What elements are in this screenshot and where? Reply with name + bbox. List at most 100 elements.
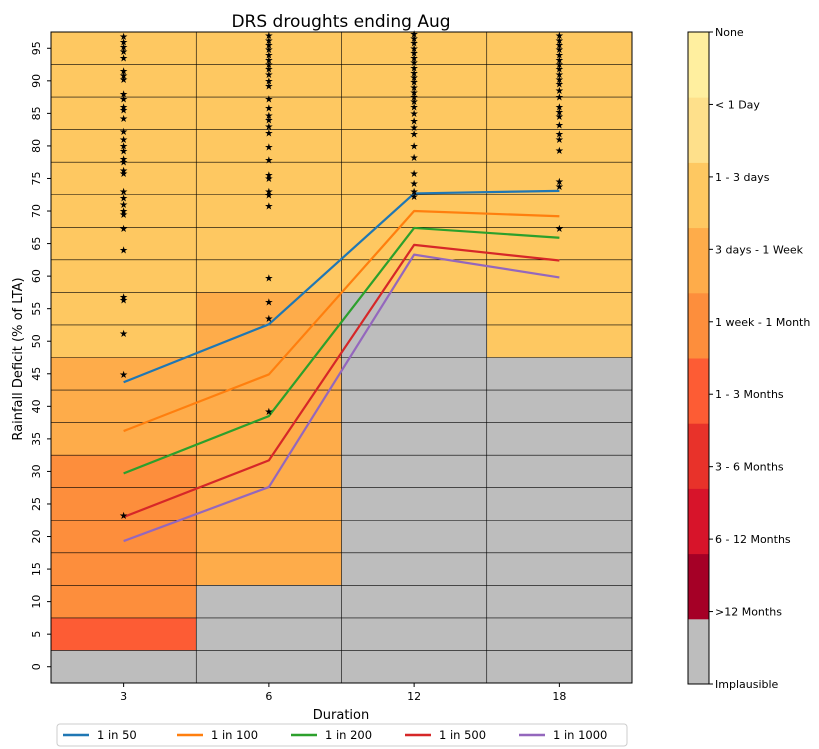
event-star-marker: ★ <box>264 65 273 76</box>
heatmap-cell <box>51 520 197 553</box>
event-star-marker: ★ <box>264 128 273 139</box>
y-tick-label: 40 <box>30 399 43 413</box>
event-star-marker: ★ <box>410 63 419 74</box>
event-star-marker: ★ <box>264 45 273 56</box>
event-star-marker: ★ <box>119 292 128 303</box>
heatmap-cell <box>51 617 197 651</box>
event-star-marker: ★ <box>119 95 128 106</box>
event-star-marker: ★ <box>410 83 419 94</box>
heatmap-cell <box>341 585 487 618</box>
colorbar-segment <box>688 358 709 424</box>
heatmap-cell <box>196 422 342 456</box>
heatmap-cell <box>196 97 342 130</box>
series-line <box>123 189 560 384</box>
legend-entry-label: 1 in 200 <box>325 728 372 742</box>
y-tick-label: 85 <box>30 106 43 120</box>
event-star-marker: ★ <box>119 511 128 522</box>
event-star-marker: ★ <box>264 171 273 182</box>
event-star-marker: ★ <box>410 54 419 65</box>
heatmap-cell <box>486 520 632 553</box>
event-star-marker: ★ <box>410 58 419 69</box>
event-star-marker: ★ <box>410 78 419 89</box>
event-star-marker: ★ <box>410 123 419 134</box>
heatmap-cell <box>196 552 342 586</box>
event-star-marker: ★ <box>264 76 273 87</box>
event-star-marker: ★ <box>555 130 564 141</box>
event-star-marker: ★ <box>264 115 273 126</box>
heatmap-cell <box>486 32 632 65</box>
event-star-marker: ★ <box>410 44 419 55</box>
event-star-marker: ★ <box>119 102 128 113</box>
event-star-marker: ★ <box>264 201 273 212</box>
heatmap-cell <box>51 259 197 293</box>
heatmap-cell <box>486 259 632 293</box>
heatmap-cell <box>196 617 342 651</box>
colorbar-segment <box>688 618 709 685</box>
event-star-marker: ★ <box>119 296 128 307</box>
y-tick-label: 0 <box>30 663 43 670</box>
event-star-marker: ★ <box>555 182 564 193</box>
event-star-marker: ★ <box>264 187 273 198</box>
legend-entry-label: 1 in 50 <box>97 728 137 742</box>
series-line <box>123 253 560 543</box>
heatmap-cell <box>196 259 342 293</box>
event-star-marker: ★ <box>555 121 564 132</box>
heatmap-cell <box>196 129 342 163</box>
event-star-marker: ★ <box>264 41 273 52</box>
event-star-marker: ★ <box>119 67 128 78</box>
y-tick-label: 65 <box>30 237 43 251</box>
colorbar-label: 6 - 12 Months <box>715 533 791 546</box>
y-tick-label: 90 <box>30 74 43 88</box>
event-star-marker: ★ <box>119 127 128 138</box>
event-star-marker: ★ <box>555 45 564 56</box>
event-star-marker: ★ <box>410 69 419 80</box>
heatmap-cell <box>51 162 197 195</box>
y-tick-label: 50 <box>30 334 43 348</box>
event-star-marker: ★ <box>410 169 419 180</box>
event-star-marker: ★ <box>410 39 419 50</box>
heatmap-cell <box>51 422 197 456</box>
event-star-marker: ★ <box>119 210 128 221</box>
colorbar-label: Implausible <box>715 678 779 691</box>
heatmap-cell <box>486 487 632 521</box>
heatmap-cell <box>51 227 197 260</box>
event-star-marker: ★ <box>264 111 273 122</box>
legend-box <box>56 723 628 747</box>
colorbar-label: 1 week - 1 Month <box>715 316 810 329</box>
event-star-marker: ★ <box>119 187 128 198</box>
heatmap-cell <box>341 617 487 651</box>
series-line <box>123 209 560 433</box>
heatmap-cell <box>486 129 632 163</box>
plot-frame <box>50 31 633 684</box>
y-tick-label: 75 <box>30 171 43 185</box>
event-star-marker: ★ <box>264 156 273 167</box>
event-star-marker: ★ <box>555 55 564 66</box>
heatmap-cell <box>51 552 197 586</box>
event-star-marker: ★ <box>264 31 273 42</box>
event-star-marker: ★ <box>119 71 128 82</box>
x-tick-label: 6 <box>265 690 272 703</box>
y-tick-label: 55 <box>30 302 43 316</box>
event-star-marker: ★ <box>119 54 128 65</box>
colorbar-segment <box>688 32 709 98</box>
x-tick-label: 3 <box>120 690 127 703</box>
heatmap-cell <box>196 520 342 553</box>
historic-drought-events: ★★★★★★★★★★★★★★★★★★★★★★★★★★★★★★★★★★★★★★★★… <box>119 29 564 522</box>
event-star-marker: ★ <box>119 89 128 100</box>
event-star-marker: ★ <box>264 95 273 106</box>
event-star-marker: ★ <box>410 179 419 190</box>
event-star-marker: ★ <box>555 108 564 119</box>
event-star-marker: ★ <box>555 60 564 71</box>
event-star-marker: ★ <box>410 117 419 128</box>
event-star-marker: ★ <box>264 274 273 285</box>
event-star-marker: ★ <box>410 192 419 203</box>
heatmap-cell <box>51 97 197 130</box>
event-star-marker: ★ <box>264 190 273 201</box>
heatmap-cells <box>51 32 632 683</box>
heatmap-cell <box>486 585 632 618</box>
event-star-marker: ★ <box>264 60 273 71</box>
event-star-marker: ★ <box>410 187 419 198</box>
event-star-marker: ★ <box>119 154 128 165</box>
heatmap-cell <box>196 64 342 98</box>
